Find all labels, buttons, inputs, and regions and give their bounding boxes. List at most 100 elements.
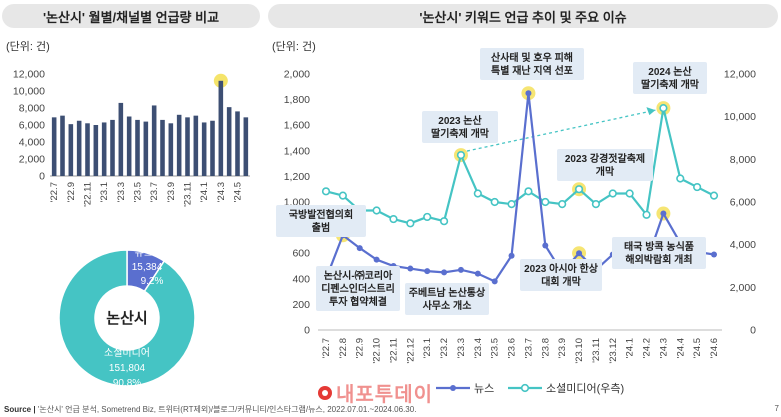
bar-xtick-label: '22.7 <box>49 182 60 202</box>
bar-ytick-label: 12,000 <box>13 69 45 81</box>
bar-'23.4 <box>126 116 132 176</box>
line-xtick-label: '22.10 <box>372 338 383 364</box>
right-panel-header: '논산시' 키워드 언급 추이 및 주요 이슈 <box>268 4 778 28</box>
source-label: Source | <box>4 405 36 414</box>
series-social-point <box>608 189 617 198</box>
page-number: 7 <box>774 404 779 413</box>
series-social-point <box>456 150 466 160</box>
annotation-text-3: 주베트남 논산통상 <box>409 286 486 299</box>
series-social-point <box>659 104 668 113</box>
annotation-text-4: 특별 재난 지역 선포 <box>491 64 573 77</box>
series-news-point <box>525 90 532 97</box>
bar-'22.8 <box>60 115 65 176</box>
source-text: '논산시' 언급 분석, Sometrend Biz, 트위터(RT제외)/블로… <box>37 405 417 414</box>
bar-xtick-label: '23.11 <box>183 182 194 207</box>
line-xtick-label: '22.11 <box>388 338 399 363</box>
line-xtick-label: '23.1 <box>422 338 433 358</box>
annotation-text-6: 2023 강경젓갈축제 <box>565 152 645 165</box>
bar-xtick-label: '24.3 <box>216 182 227 202</box>
series-social-point <box>625 189 634 198</box>
annotation-box-2 <box>422 111 498 143</box>
bar-xtick-label: '23.1 <box>99 182 110 202</box>
series-social-point <box>338 191 347 200</box>
annotation-box-6 <box>557 149 653 181</box>
bar-'22.10 <box>76 120 82 176</box>
annotation-text-1: 투자 협약체결 <box>329 295 387 308</box>
pie-center-label: 논산시 <box>106 310 147 327</box>
right-unit-label: (단위: 건) <box>272 41 316 53</box>
bar-ytick-label: 10,000 <box>13 86 45 98</box>
annotation-text-4: 산사태 및 호우 피해 <box>491 51 573 64</box>
line-xtick-label: '24.2 <box>642 338 653 358</box>
line-xtick-label: '23.7 <box>523 338 534 358</box>
pie-slice-1 <box>58 249 196 387</box>
line-left-tick-label: 600 <box>292 248 310 260</box>
line-xtick-label: '24.4 <box>675 338 686 358</box>
legend-social-label: 소셜미디어(우측) <box>546 382 624 395</box>
line-xtick-label: '24.5 <box>692 338 703 358</box>
bar-'23.6 <box>143 121 149 176</box>
annotation-box-5 <box>520 259 602 291</box>
festival-trend-arrow <box>466 109 656 152</box>
annotation-box-3 <box>405 283 489 315</box>
annotation-text-5: 2023 아시아 한상 <box>524 262 599 275</box>
festival-trend-arrowhead <box>646 107 656 116</box>
line-xtick-label: '24.6 <box>709 338 720 358</box>
annotation-text-8: 태국 방콕 농식품 <box>624 240 694 253</box>
line-left-tick-label: 1,800 <box>284 94 310 106</box>
annotation-text-2: 딸기축제 개막 <box>431 127 490 140</box>
series-news-point <box>576 250 583 257</box>
annotation-text-5: 대회 개막 <box>541 275 581 288</box>
series-social-point <box>642 210 651 219</box>
bar-xtick-label: '23.9 <box>166 182 177 202</box>
line-xtick-label: '23.12 <box>608 338 619 364</box>
left-unit-label: (단위: 건) <box>6 41 50 53</box>
series-news-point <box>660 210 667 217</box>
pie-social-label-0: 소셜미디어 <box>104 347 150 359</box>
line-xtick-label: '22.8 <box>338 338 349 358</box>
line-xtick-label: '23.3 <box>456 338 467 358</box>
annotation-text-6: 개막 <box>596 165 615 178</box>
line-right-tick-label: 12,000 <box>724 69 756 81</box>
line-xtick-label: '23.5 <box>490 338 501 358</box>
line-xtick-label: '23.11 <box>591 338 602 363</box>
line-right-tick-label: 6,000 <box>730 197 756 209</box>
series-news-point <box>441 269 448 276</box>
series-social-point <box>676 174 685 183</box>
bar-'23.9 <box>168 123 174 176</box>
bar-'23.3 <box>118 102 124 176</box>
series-news-point <box>373 256 380 263</box>
annotation-text-0: 국방발전협의회 <box>289 208 353 221</box>
annotation-box-1 <box>316 266 400 311</box>
line-left-tick-label: 1,200 <box>284 171 310 183</box>
series-social-point <box>321 187 331 196</box>
line-right-tick-label: 2,000 <box>730 282 756 294</box>
line-right-tick-label: 10,000 <box>724 111 756 123</box>
bar-xtick-label: '23.5 <box>133 182 144 202</box>
line-xtick-label: '22.12 <box>405 338 416 364</box>
bar-'22.9 <box>68 124 74 176</box>
line-right-tick-label: 4,000 <box>730 239 756 251</box>
bar-'24.3 <box>218 80 224 176</box>
legend-social-marker <box>520 383 530 393</box>
annotation-text-8: 해외박람회 개최 <box>625 253 692 266</box>
watermark: 내포투데이 <box>318 378 433 407</box>
bar-'22.7 <box>51 117 57 176</box>
line-left-tick-label: 1,600 <box>284 120 310 132</box>
bar-'22.11 <box>85 123 90 176</box>
series-social-point <box>372 206 381 215</box>
watermark-text: 내포투데이 <box>336 384 433 406</box>
watermark-logo-icon <box>318 385 332 400</box>
bar-ytick-label: 8,000 <box>19 103 45 115</box>
series-social-point <box>524 187 533 196</box>
bar-'23.8 <box>160 119 165 176</box>
bar-'23.11 <box>185 117 190 176</box>
series-social-point <box>693 182 702 192</box>
line-xtick-label: '23.4 <box>473 338 484 358</box>
annotation-text-0: 출범 <box>312 221 330 234</box>
annotation-text-7: 2024 논산 <box>648 65 692 78</box>
bar-ytick-label: 0 <box>39 171 45 183</box>
series-social-point <box>507 200 516 209</box>
line-left-tick-label: 0 <box>304 325 310 337</box>
